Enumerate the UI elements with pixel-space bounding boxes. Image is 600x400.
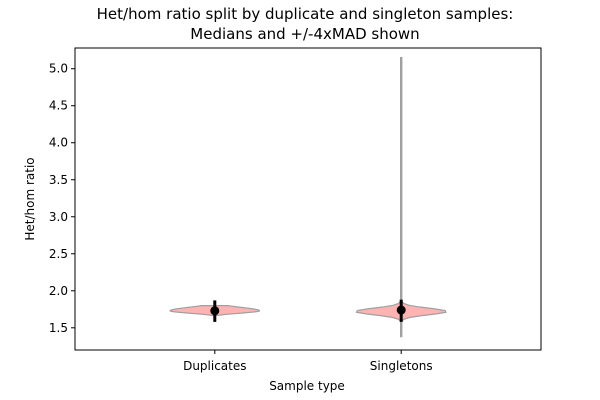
chart-title-line1: Het/hom ratio split by duplicate and sin… — [97, 5, 514, 23]
violin-singletons — [355, 57, 447, 338]
median-marker-duplicates — [210, 306, 220, 316]
y-tick-label: 2.0 — [49, 284, 68, 298]
y-tick-label: 2.5 — [49, 247, 68, 261]
y-tick-label: 3.5 — [49, 173, 68, 187]
y-tick-label: 3.0 — [49, 210, 68, 224]
x-tick-label-singletons: Singletons — [370, 359, 433, 373]
median-marker-singletons — [396, 305, 406, 315]
y-tick-label: 4.0 — [49, 136, 68, 150]
x-tick-label-duplicates: Duplicates — [183, 359, 246, 373]
axes-frame — [74, 47, 542, 351]
x-axis-label: Sample type — [269, 379, 345, 393]
y-tick-label: 4.5 — [49, 99, 68, 113]
y-tick-label: 1.5 — [49, 321, 68, 335]
y-axis-label: Het/hom ratio — [23, 157, 37, 240]
chart-title-line2: Medians and +/-4xMAD shown — [190, 25, 419, 43]
plot-area: 1.5 2.0 2.5 3.0 3.5 4.0 4.5 5.0 Duplicates Single… — [49, 47, 542, 373]
y-tick-label: 5.0 — [49, 62, 68, 76]
